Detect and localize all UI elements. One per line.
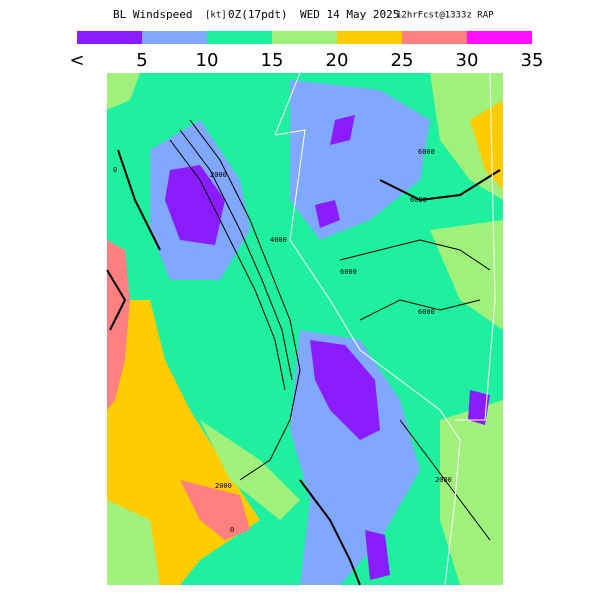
legend-label: 30 [456, 50, 479, 71]
zone-gold [470, 100, 503, 190]
zone-purple [330, 115, 355, 145]
zone-purple [165, 165, 225, 245]
zone-green [440, 400, 503, 585]
legend-label: < [69, 50, 84, 71]
zone-purple [310, 340, 380, 440]
zone-salmon [107, 240, 130, 410]
legend-label: 10 [196, 50, 219, 71]
legend: <5 10 15 20 25 30 35 [69, 31, 543, 71]
legend-swatch [77, 31, 142, 44]
legend-swatch [402, 31, 467, 44]
legend-swatch [467, 31, 532, 44]
zone-salmon [180, 480, 250, 540]
contour [179, 129, 293, 381]
units: [kt] [205, 11, 227, 21]
contour-label: 6000 [340, 268, 357, 276]
legend-label: 35 [521, 50, 544, 71]
contour-label: 2000 [210, 171, 227, 179]
contour-label: 2000 [215, 482, 232, 490]
border [274, 72, 301, 136]
map: 6000 6000 6000 6000 4000 2000 2000 2000 … [106, 72, 503, 586]
contour [299, 479, 361, 586]
time: 0Z(17pdt) [228, 8, 288, 21]
contour-label: 6000 [410, 196, 427, 204]
legend-label: 15 [261, 50, 284, 71]
contour-label: 4000 [270, 236, 287, 244]
contour-label: 6000 [418, 148, 435, 156]
zone-purple [468, 390, 490, 425]
title: BL Windspeed [113, 8, 192, 21]
zone-purple [315, 200, 340, 228]
zone-blue [290, 80, 430, 240]
legend-swatch [272, 31, 337, 44]
zone-green [200, 420, 300, 520]
contour [339, 239, 491, 271]
contour-label: 6000 [418, 308, 435, 316]
legend-swatch [337, 31, 402, 44]
border [274, 129, 461, 586]
contour-label: 0 [230, 526, 234, 534]
border [455, 72, 496, 421]
legend-label: 25 [391, 50, 414, 71]
contour [117, 149, 161, 251]
legend-label: 20 [326, 50, 349, 71]
forecast: 12hrFcst@1333z RAP [396, 11, 494, 21]
contour-label: 0 [113, 166, 117, 174]
contour [189, 119, 301, 481]
zone-green [107, 500, 160, 585]
zone-purple [365, 530, 390, 580]
legend-label: 5 [136, 50, 147, 71]
contour [379, 169, 501, 202]
legend-swatch [142, 31, 207, 44]
contour [106, 269, 127, 331]
contour [399, 419, 491, 541]
contour [359, 299, 481, 321]
contour [169, 139, 286, 391]
contour-label: 2000 [435, 476, 452, 484]
date: WED 14 May 2025 [300, 8, 399, 21]
zone-green [107, 73, 140, 110]
legend-swatch [207, 31, 272, 44]
